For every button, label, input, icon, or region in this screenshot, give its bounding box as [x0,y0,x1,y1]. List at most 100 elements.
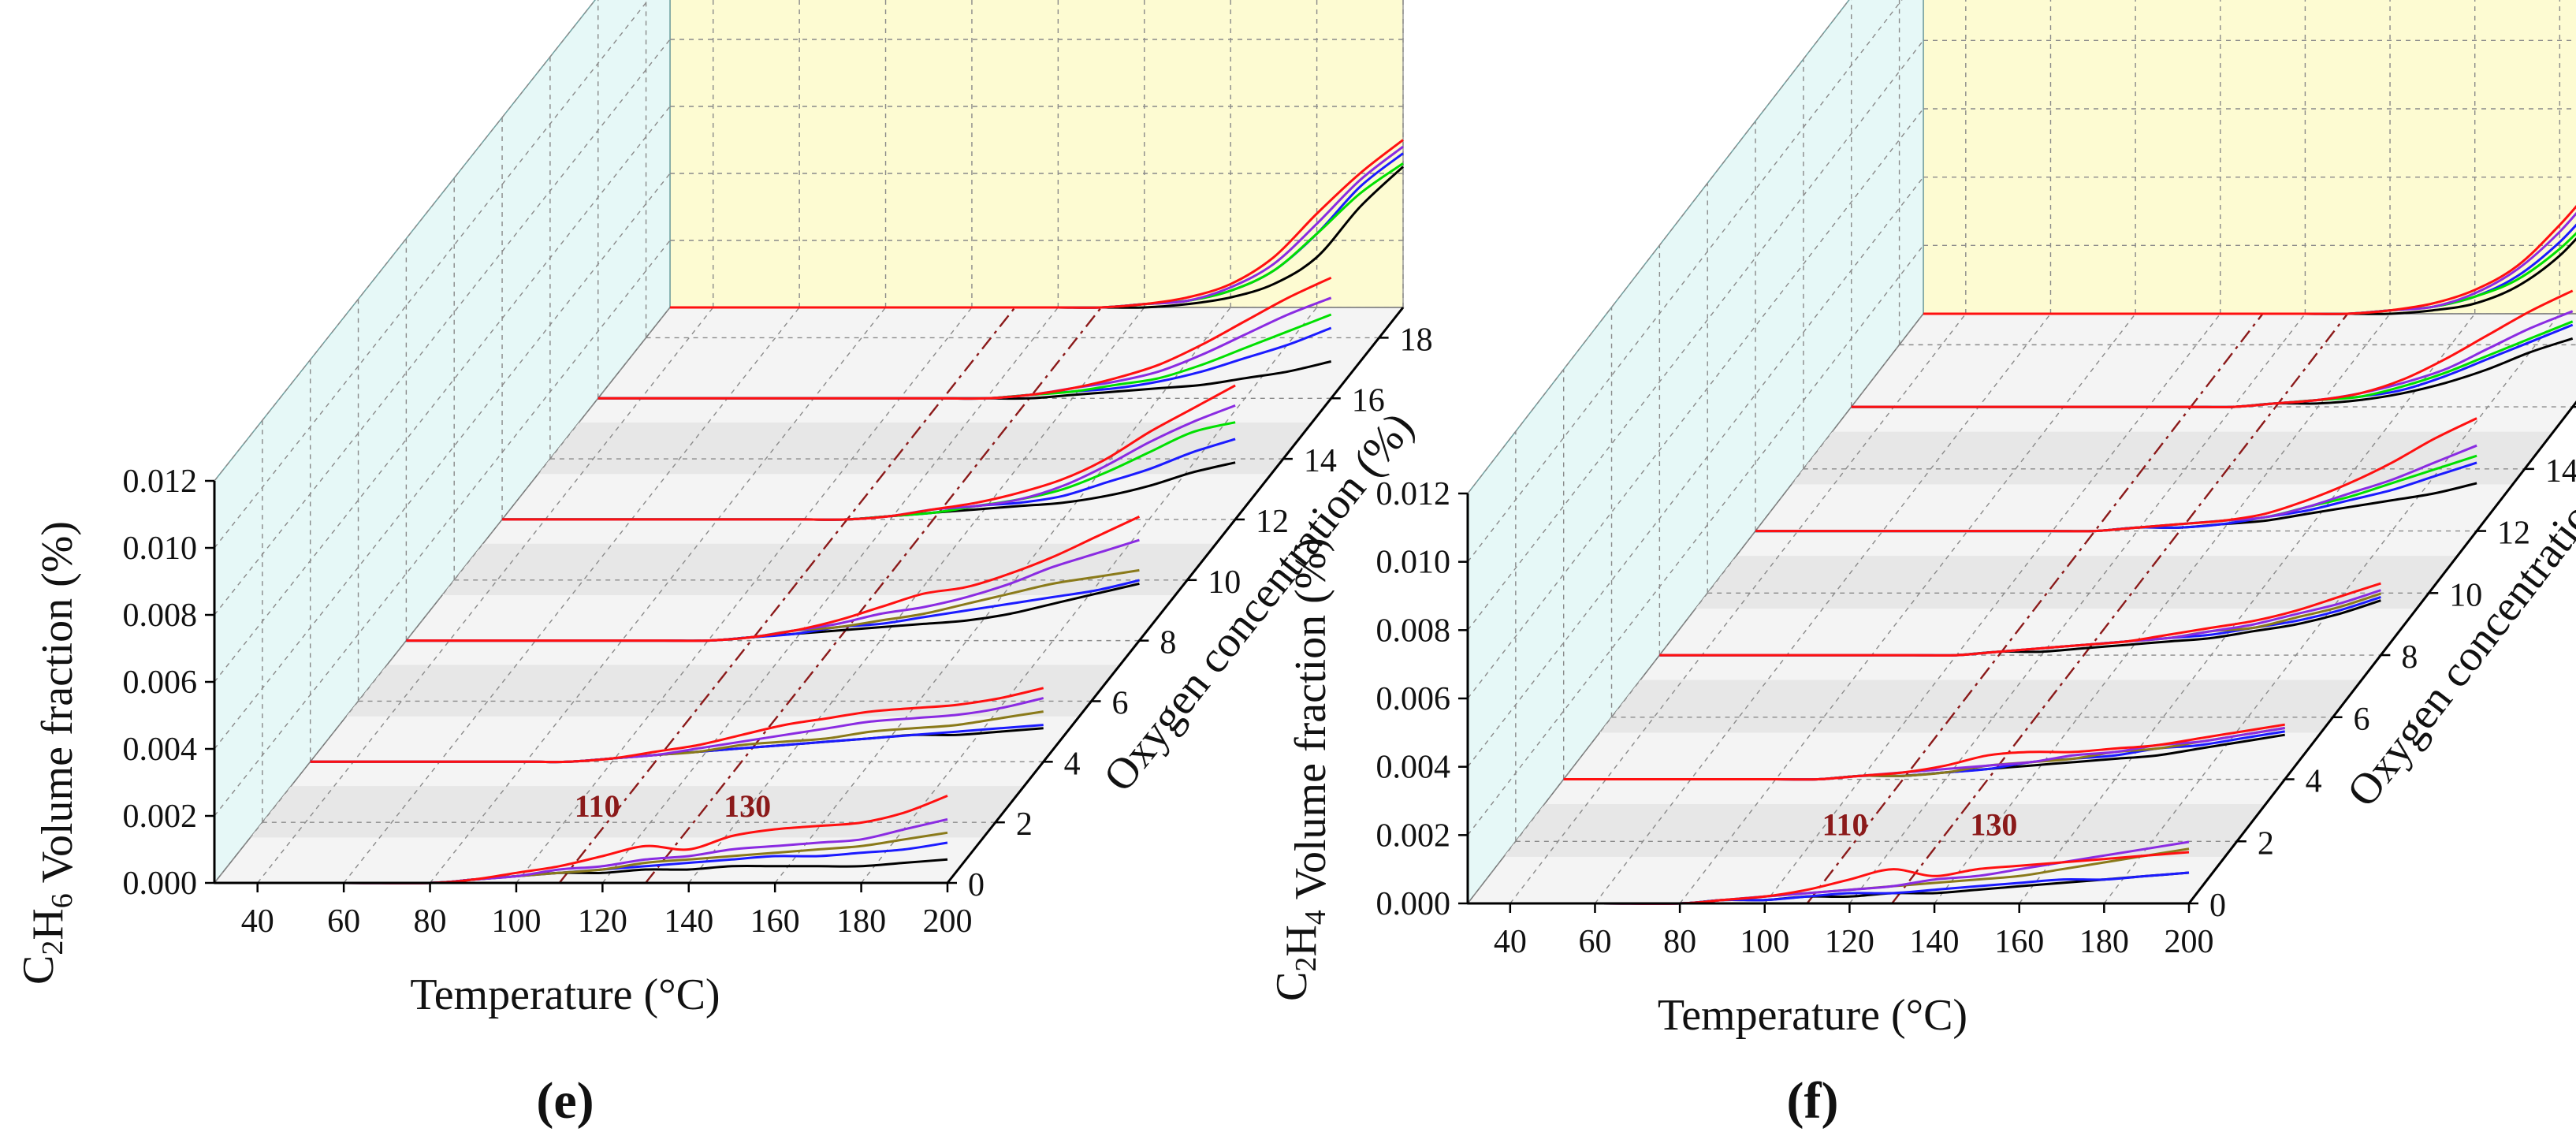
y-axis-title-part: C [1268,972,1316,1001]
series-curve [406,516,1141,642]
y-tick-label: 0.006 [1376,681,1451,717]
floor-band [1696,556,2458,609]
z-tick-label: 10 [1208,564,1241,601]
grid-line [1509,313,1967,904]
floor-band [1791,431,2554,485]
floor-band [346,665,1120,717]
x-tick-label: 200 [923,903,973,940]
annotation-110: 110 [575,788,620,824]
annotation-130: 130 [724,788,771,824]
grid-line [1934,313,2391,904]
y-tick-label: 0.006 [123,665,198,701]
y-tick-label: 0.008 [1376,613,1451,649]
x-tick-label: 80 [1663,924,1696,960]
x-tick-label: 80 [414,903,447,940]
grid-line [1467,108,1924,699]
x-tick-label: 60 [1578,924,1611,960]
z-axis-line [946,307,1405,884]
floor-band [1503,804,2266,857]
y-axis-title-subscript: 6 [46,893,79,908]
y-axis-title-part: Volume fraction (%) [33,521,82,893]
series-curve [597,276,1332,400]
back-wall [1923,0,2576,315]
y-axis-title-subscript: 2 [36,940,69,955]
z-tick-label: 8 [1160,625,1176,661]
z-tick-label: 0 [968,867,985,903]
grid-line [2019,313,2476,904]
z-tick-label: 2 [1016,806,1033,843]
z-tick-label: 6 [1112,685,1129,721]
grid-line [1467,244,1924,836]
grid-line [1467,313,1924,904]
z-tick-label: 14 [2545,453,2576,490]
x-axis-title: Temperature (°C) [1658,991,1967,1040]
x-tick-label: 140 [664,903,713,940]
z-tick-label: 8 [2401,639,2418,676]
grid-line [1594,313,2052,904]
z-tick-label: 18 [1400,322,1433,358]
y-tick-label: 0.012 [123,464,198,500]
series-curve [1923,205,2576,315]
z-tick-label: 4 [1064,746,1081,782]
y-tick-label: 0.004 [1376,750,1451,786]
reference-line-130 [645,307,1102,884]
y-axis-title-part: Volume fraction (%) [1286,538,1335,910]
y-tick-label: 0.000 [123,866,198,902]
y-tick-label: 0.012 [1376,476,1451,512]
x-tick-label: 160 [1994,924,2044,960]
x-tick-label: 200 [2165,924,2214,960]
grid-line [1679,313,2136,904]
x-tick-label: 40 [241,903,274,940]
reference-line-110 [1806,313,2264,904]
series-curve [1755,417,2477,533]
series-curve [1563,723,2285,781]
x-tick-label: 120 [1825,924,1874,960]
x-tick-label: 160 [750,903,800,940]
x-tick-label: 140 [1910,924,1960,960]
series-curve [1851,289,2574,408]
y-tick-label: 0.004 [123,732,198,768]
z-axis-line [2187,400,2576,904]
x-tick-label: 180 [2079,924,2129,960]
x-tick-label: 180 [836,903,886,940]
floor-band [538,423,1312,475]
y-tick-label: 0.010 [123,531,198,567]
series-curve [502,384,1236,521]
y-tick-label: 0.000 [1376,886,1451,922]
chart-panel-e: 40 60 80 100 120 140 160 180 2000.0000.0020.0040… [14,0,1433,1130]
y-axis-title-subscript: 2 [1290,957,1323,972]
chart-panel-f: 40 60 80 100 120 140 160 180 2000.0000.0020.0040… [1268,0,2576,1130]
x-tick-label: 120 [578,903,627,940]
back-wall [669,0,1404,308]
panel-label: (e) [536,1072,594,1130]
grid-line [1467,39,1924,631]
reference-line-130 [1891,313,2349,904]
series-curve [310,687,1044,764]
y-tick-label: 0.010 [1376,545,1451,581]
x-tick-label: 100 [491,903,541,940]
floor-band [1599,680,2362,733]
annotation-110: 110 [1822,807,1868,843]
y-axis-title-part: H [1277,925,1326,956]
y-tick-label: 0.002 [123,799,198,835]
z-tick-label: 16 [1352,382,1385,419]
y-axis-title: C2H6 Volume fraction (%) [14,521,82,985]
grid-line [1848,313,2306,904]
y-axis-title: C2H4 Volume fraction (%) [1268,538,1335,1001]
panel-label: (f) [1787,1072,1839,1130]
z-tick-label: 4 [2306,764,2322,800]
floor-band [442,543,1216,595]
y-axis-title-part: H [24,908,73,940]
reference-line-110 [558,307,1016,884]
y-tick-label: 0.002 [1376,817,1451,854]
x-axis-title: Temperature (°C) [410,970,720,1019]
x-tick-label: 40 [1494,924,1527,960]
grid-line [1467,0,1850,494]
z-tick-label: 12 [1256,504,1289,540]
z-tick-label: 2 [2258,825,2274,862]
grid-line [1467,177,1924,768]
z-tick-label: 12 [2497,516,2530,552]
z-tick-label: 0 [2209,888,2226,924]
z-tick-label: 10 [2449,577,2482,613]
